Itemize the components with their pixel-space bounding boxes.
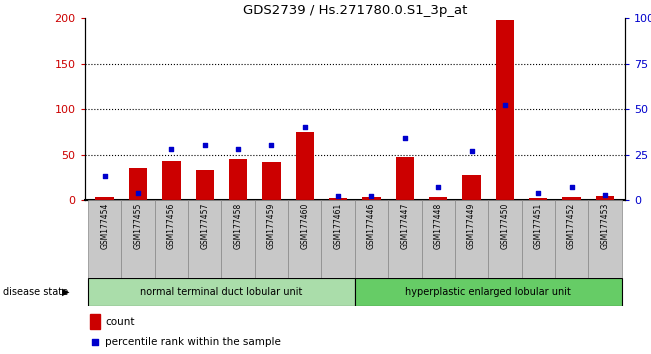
Text: GSM177459: GSM177459 bbox=[267, 202, 276, 249]
Bar bbox=[495, 20, 514, 200]
Text: normal terminal duct lobular unit: normal terminal duct lobular unit bbox=[140, 287, 303, 297]
Bar bbox=[96, 197, 114, 200]
Bar bbox=[88, 278, 355, 306]
Text: GSM177451: GSM177451 bbox=[534, 202, 543, 249]
Bar bbox=[429, 197, 447, 200]
Bar bbox=[229, 159, 247, 200]
Bar bbox=[388, 200, 421, 278]
Text: GSM177452: GSM177452 bbox=[567, 202, 576, 249]
Point bbox=[166, 146, 176, 152]
Point bbox=[199, 143, 210, 148]
Bar bbox=[129, 168, 147, 200]
Point bbox=[233, 146, 243, 152]
Bar bbox=[195, 170, 214, 200]
Text: GSM177448: GSM177448 bbox=[434, 202, 443, 249]
Bar bbox=[363, 197, 381, 200]
Bar bbox=[188, 200, 221, 278]
Bar bbox=[455, 200, 488, 278]
Point bbox=[299, 124, 310, 130]
Text: ▶: ▶ bbox=[62, 287, 70, 297]
Bar bbox=[529, 198, 547, 200]
Bar bbox=[155, 200, 188, 278]
Bar bbox=[355, 200, 388, 278]
Text: GSM177454: GSM177454 bbox=[100, 202, 109, 249]
Text: hyperplastic enlarged lobular unit: hyperplastic enlarged lobular unit bbox=[406, 287, 571, 297]
Point bbox=[533, 190, 544, 195]
Bar bbox=[288, 200, 322, 278]
Bar bbox=[488, 200, 521, 278]
Bar bbox=[296, 132, 314, 200]
Text: GSM177446: GSM177446 bbox=[367, 202, 376, 249]
Bar bbox=[521, 200, 555, 278]
Text: GSM177450: GSM177450 bbox=[501, 202, 509, 249]
Bar bbox=[255, 200, 288, 278]
Text: GSM177447: GSM177447 bbox=[400, 202, 409, 249]
Point bbox=[600, 192, 610, 198]
Text: GSM177449: GSM177449 bbox=[467, 202, 476, 249]
Point bbox=[333, 194, 343, 199]
Point bbox=[266, 143, 277, 148]
Point bbox=[100, 173, 110, 179]
Text: GSM177457: GSM177457 bbox=[201, 202, 209, 249]
Text: GSM177460: GSM177460 bbox=[300, 202, 309, 249]
Bar bbox=[555, 200, 589, 278]
Bar bbox=[88, 200, 121, 278]
Text: GSM177461: GSM177461 bbox=[333, 202, 342, 249]
Point bbox=[566, 184, 577, 190]
Text: count: count bbox=[105, 316, 135, 327]
Text: GSM177456: GSM177456 bbox=[167, 202, 176, 249]
Point bbox=[90, 339, 100, 345]
Bar bbox=[329, 198, 347, 200]
Point bbox=[500, 103, 510, 108]
Text: GSM177458: GSM177458 bbox=[234, 202, 243, 249]
Bar bbox=[262, 162, 281, 200]
Point bbox=[367, 194, 377, 199]
Text: GSM177455: GSM177455 bbox=[133, 202, 143, 249]
Bar bbox=[596, 196, 614, 200]
Point bbox=[433, 184, 443, 190]
Bar bbox=[462, 176, 480, 200]
Point bbox=[133, 190, 143, 195]
Bar bbox=[162, 161, 180, 200]
Bar bbox=[589, 200, 622, 278]
Text: percentile rank within the sample: percentile rank within the sample bbox=[105, 337, 281, 347]
Bar bbox=[396, 157, 414, 200]
Bar bbox=[121, 200, 155, 278]
Bar bbox=[322, 200, 355, 278]
Bar bbox=[421, 200, 455, 278]
Bar bbox=[221, 200, 255, 278]
Point bbox=[400, 135, 410, 141]
Bar bbox=[355, 278, 622, 306]
Text: disease state: disease state bbox=[3, 287, 68, 297]
Text: GSM177453: GSM177453 bbox=[600, 202, 609, 249]
Bar bbox=[562, 197, 581, 200]
Bar bbox=[90, 314, 100, 329]
Point bbox=[466, 148, 477, 154]
Title: GDS2739 / Hs.271780.0.S1_3p_at: GDS2739 / Hs.271780.0.S1_3p_at bbox=[243, 4, 467, 17]
